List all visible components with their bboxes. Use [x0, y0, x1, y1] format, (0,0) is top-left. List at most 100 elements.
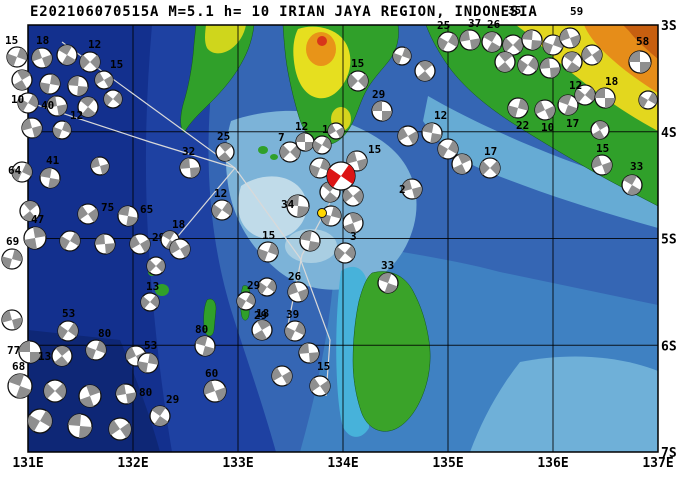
track-line — [167, 167, 236, 249]
beachball-quadrants — [218, 143, 232, 161]
ocean-pale-patch-1 — [238, 176, 307, 240]
depth-label: 25 — [217, 130, 230, 143]
beachball — [542, 34, 564, 56]
depth-label: 2 — [399, 183, 406, 196]
beachball: 58 — [628, 35, 652, 74]
beachball: 34 — [281, 194, 310, 218]
beachball-quadrants — [180, 158, 200, 178]
depth-label: 15 — [262, 229, 275, 242]
beachball: 60 — [203, 367, 227, 403]
lon-label: 136E — [537, 456, 568, 471]
depth-label: 10 — [11, 93, 24, 106]
depth-label: 7 — [278, 131, 285, 144]
beachball-quadrants — [422, 123, 442, 143]
beachball-quadrants — [68, 414, 92, 438]
elevation-central-red — [317, 36, 327, 46]
elevation-central-orange — [306, 32, 336, 66]
beachball-quadrants — [2, 249, 22, 269]
beachball-quadrants — [592, 155, 612, 175]
beachball-quadrants — [348, 73, 368, 89]
beachball-quadrants — [24, 227, 46, 249]
beachball-quadrants — [18, 94, 38, 112]
depth-label: 68 — [12, 360, 25, 373]
beachball-quadrants — [563, 52, 581, 72]
beachball: 15 — [347, 57, 369, 92]
beachball-quadrants — [623, 175, 641, 195]
beachball: 77 — [7, 340, 42, 364]
beachball: 13 — [140, 280, 160, 312]
beachball: 10 — [11, 92, 39, 114]
beachball-quadrants — [310, 158, 330, 178]
beachball: 32 — [179, 145, 201, 179]
beachball-quadrants — [147, 259, 165, 273]
beachball: 75 — [77, 201, 114, 225]
beachball: 7 — [278, 131, 301, 163]
beachball-quadrants — [141, 295, 159, 309]
depth-label: 80 — [139, 386, 152, 399]
lon-label: 134E — [327, 456, 358, 471]
beachball-quadrants — [13, 70, 31, 90]
lon-label: 135E — [432, 456, 463, 471]
beachball-quadrants — [483, 32, 501, 52]
depth-label: 15 — [351, 57, 364, 70]
depth-label: 12 — [214, 187, 227, 200]
depth-label: 22 — [516, 119, 529, 132]
beachball-quadrants — [22, 201, 38, 221]
beachball: 18 — [31, 34, 53, 69]
beachball: 12 — [421, 109, 447, 144]
beachball-quadrants — [417, 61, 433, 81]
depth-label: 18 — [605, 75, 618, 88]
beachball: 15 — [298, 342, 330, 373]
depth-label: 12 — [88, 38, 101, 51]
beachball-quadrants — [629, 51, 651, 73]
beachball-quadrants — [86, 340, 106, 360]
beachball-quadrants — [503, 37, 523, 53]
beachball: 33 — [377, 259, 399, 294]
beachball-quadrants — [378, 273, 398, 293]
beachball-quadrants — [508, 98, 528, 118]
beachball: 15 — [5, 34, 28, 68]
beachball-quadrants — [204, 380, 226, 402]
beachball-quadrants — [237, 293, 255, 309]
depth-label: 32 — [182, 145, 195, 158]
beachball-quadrants — [558, 95, 578, 115]
beachball — [581, 44, 603, 66]
beachball-quadrants — [22, 118, 42, 138]
depth-label: 69 — [6, 235, 19, 248]
depth-label: 29 — [166, 393, 179, 406]
beachball-quadrants — [321, 206, 341, 226]
grid-lines — [28, 25, 658, 452]
beachball: 64 — [8, 161, 33, 183]
epicenter-dot — [317, 208, 327, 218]
land-small-island-1 — [155, 284, 169, 296]
beachball-quadrants — [116, 384, 136, 404]
depth-label: 34 — [281, 198, 295, 211]
beachball-quadrants — [272, 367, 292, 385]
beachball: 3 — [334, 230, 357, 264]
beachball-quadrants — [68, 76, 88, 96]
beachball-quadrants — [497, 52, 513, 72]
depth-label: 13 — [146, 280, 159, 293]
depth-label: 29 — [372, 88, 385, 101]
beachball-quadrants — [438, 140, 458, 158]
depth-label: 29 — [254, 309, 267, 322]
beachball — [78, 384, 102, 408]
beachball-quadrants — [595, 88, 615, 108]
beachball-quadrants — [535, 100, 555, 120]
beachball-quadrants — [438, 33, 458, 51]
beachball: 18 — [251, 307, 273, 341]
beachball — [27, 408, 53, 434]
beachball: 40 — [41, 95, 68, 117]
beachball-quadrants — [58, 322, 78, 340]
beachball-quadrants — [393, 47, 411, 65]
beachball: 53 — [57, 307, 79, 342]
beachball-quadrants — [40, 168, 60, 188]
beachball-quadrants — [592, 121, 608, 139]
beachball-quadrants — [299, 343, 319, 363]
beachball: 33 — [621, 160, 643, 196]
beachball-quadrants — [109, 419, 131, 439]
depth-label: 41 — [46, 154, 60, 167]
beachball: 2 — [399, 178, 423, 200]
depth-label: 58 — [636, 35, 649, 48]
